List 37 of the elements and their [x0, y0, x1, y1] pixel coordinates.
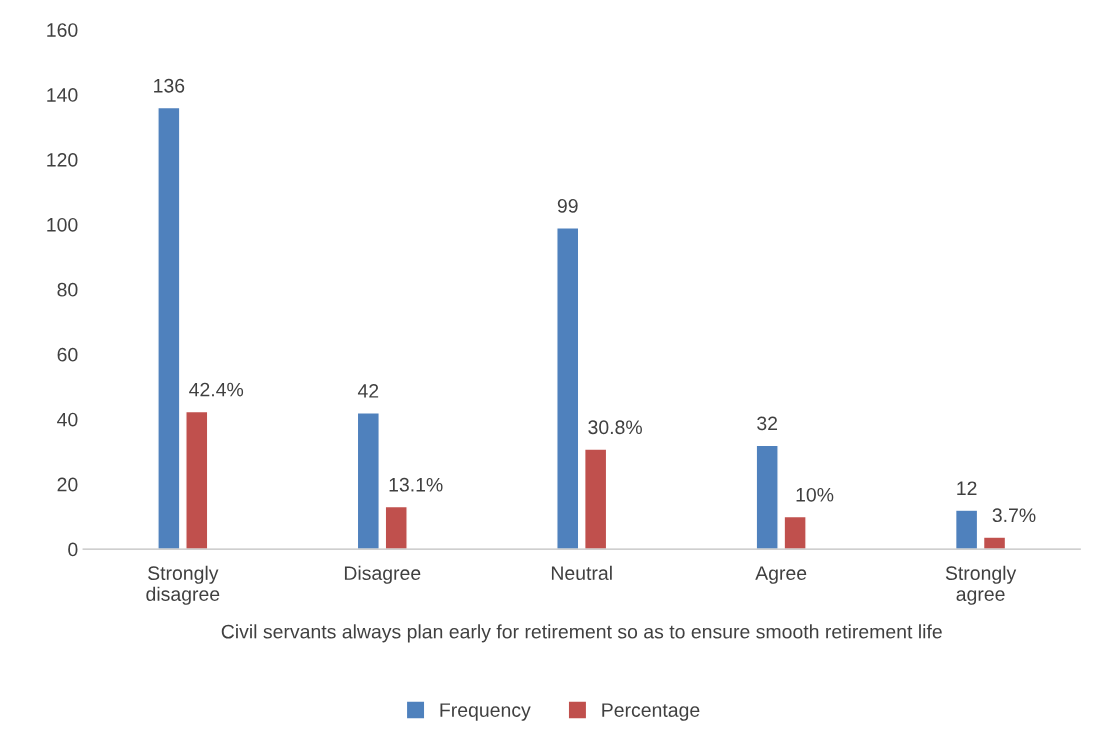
bar: [583, 448, 608, 550]
x-tick-label: Strongly disagree: [146, 565, 220, 605]
legend-label: Frequency: [440, 703, 531, 721]
x-tick-label: Disagree: [344, 565, 421, 584]
x-tick-label: Neutral: [551, 565, 612, 581]
data-label: 3.7%: [992, 508, 1036, 523]
y-tick-label: 140: [47, 88, 78, 102]
data-label: 42.4%: [189, 382, 244, 397]
y-tick-label: 80: [57, 282, 78, 297]
data-label: 10%: [796, 487, 834, 502]
data-label: 42: [357, 384, 379, 398]
data-label: 13.1%: [389, 477, 443, 492]
x-tick-label: Agree: [755, 566, 807, 584]
y-tick-label: 60: [57, 347, 78, 362]
bar: [755, 444, 779, 550]
y-tick-label: 0: [68, 542, 78, 557]
x-tick-label: Strongly agree: [945, 565, 1017, 605]
y-tick-label: 20: [57, 477, 78, 492]
data-label: 12: [957, 481, 977, 495]
bar: [356, 412, 380, 550]
y-tick-label: 160: [47, 23, 78, 37]
y-tick-label: 120: [47, 153, 78, 167]
x-axis-title: Civil servants always plan early for retirement so as to ensure smooth retirement life: [221, 624, 942, 643]
data-label: 136: [154, 78, 185, 93]
bar: [185, 410, 209, 550]
bar: [384, 505, 408, 550]
bar: [954, 509, 979, 550]
bar: [556, 227, 580, 550]
bar: [157, 106, 181, 550]
y-tick-label: 100: [47, 217, 78, 232]
data-label: 30.8%: [588, 420, 642, 435]
bar: [783, 515, 807, 550]
y-tick-label: 40: [57, 412, 78, 427]
data-label: 32: [757, 416, 778, 431]
data-label: 99: [557, 198, 578, 213]
legend-label: Percentage: [602, 703, 700, 721]
bar: [982, 536, 1007, 550]
